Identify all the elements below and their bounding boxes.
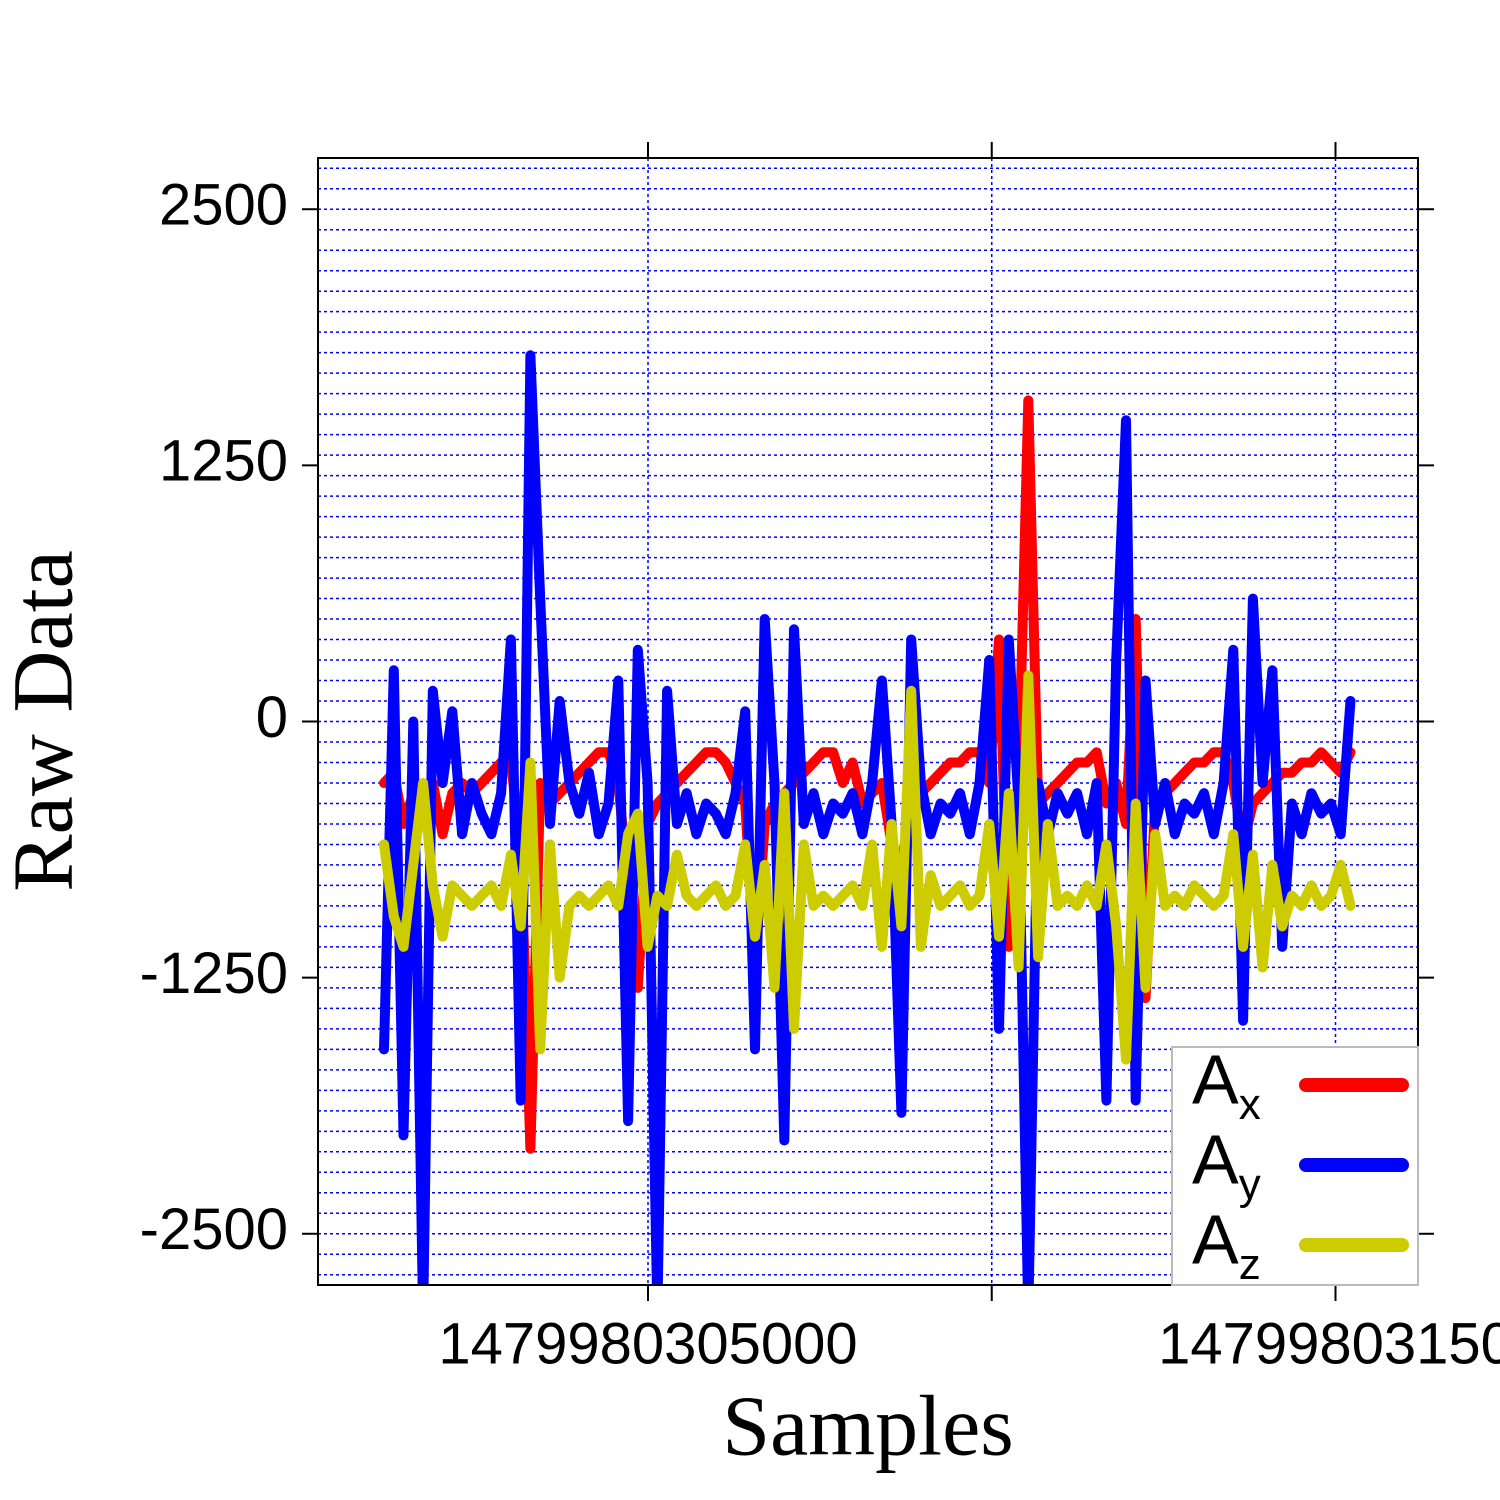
y-tick-label: 2500 xyxy=(159,173,288,238)
x-tick-label: 14799803150 xyxy=(1158,1311,1500,1376)
plot-frame xyxy=(317,157,1419,1286)
y-axis-label: Raw Data xyxy=(0,550,91,891)
x-axis-label: Samples xyxy=(722,1378,1013,1474)
y-tick-label: 1250 xyxy=(159,429,288,494)
plot-lines xyxy=(379,350,1356,1285)
x-tick-label: 1479980305000 xyxy=(438,1311,857,1376)
y-tick-label: -2500 xyxy=(140,1197,288,1262)
series-line xyxy=(379,350,1356,1285)
legend-label: Ax xyxy=(1192,1040,1261,1128)
y-tick-label: -1250 xyxy=(140,941,288,1006)
series-line xyxy=(379,670,1356,1065)
y-tick-label: 0 xyxy=(256,685,288,750)
